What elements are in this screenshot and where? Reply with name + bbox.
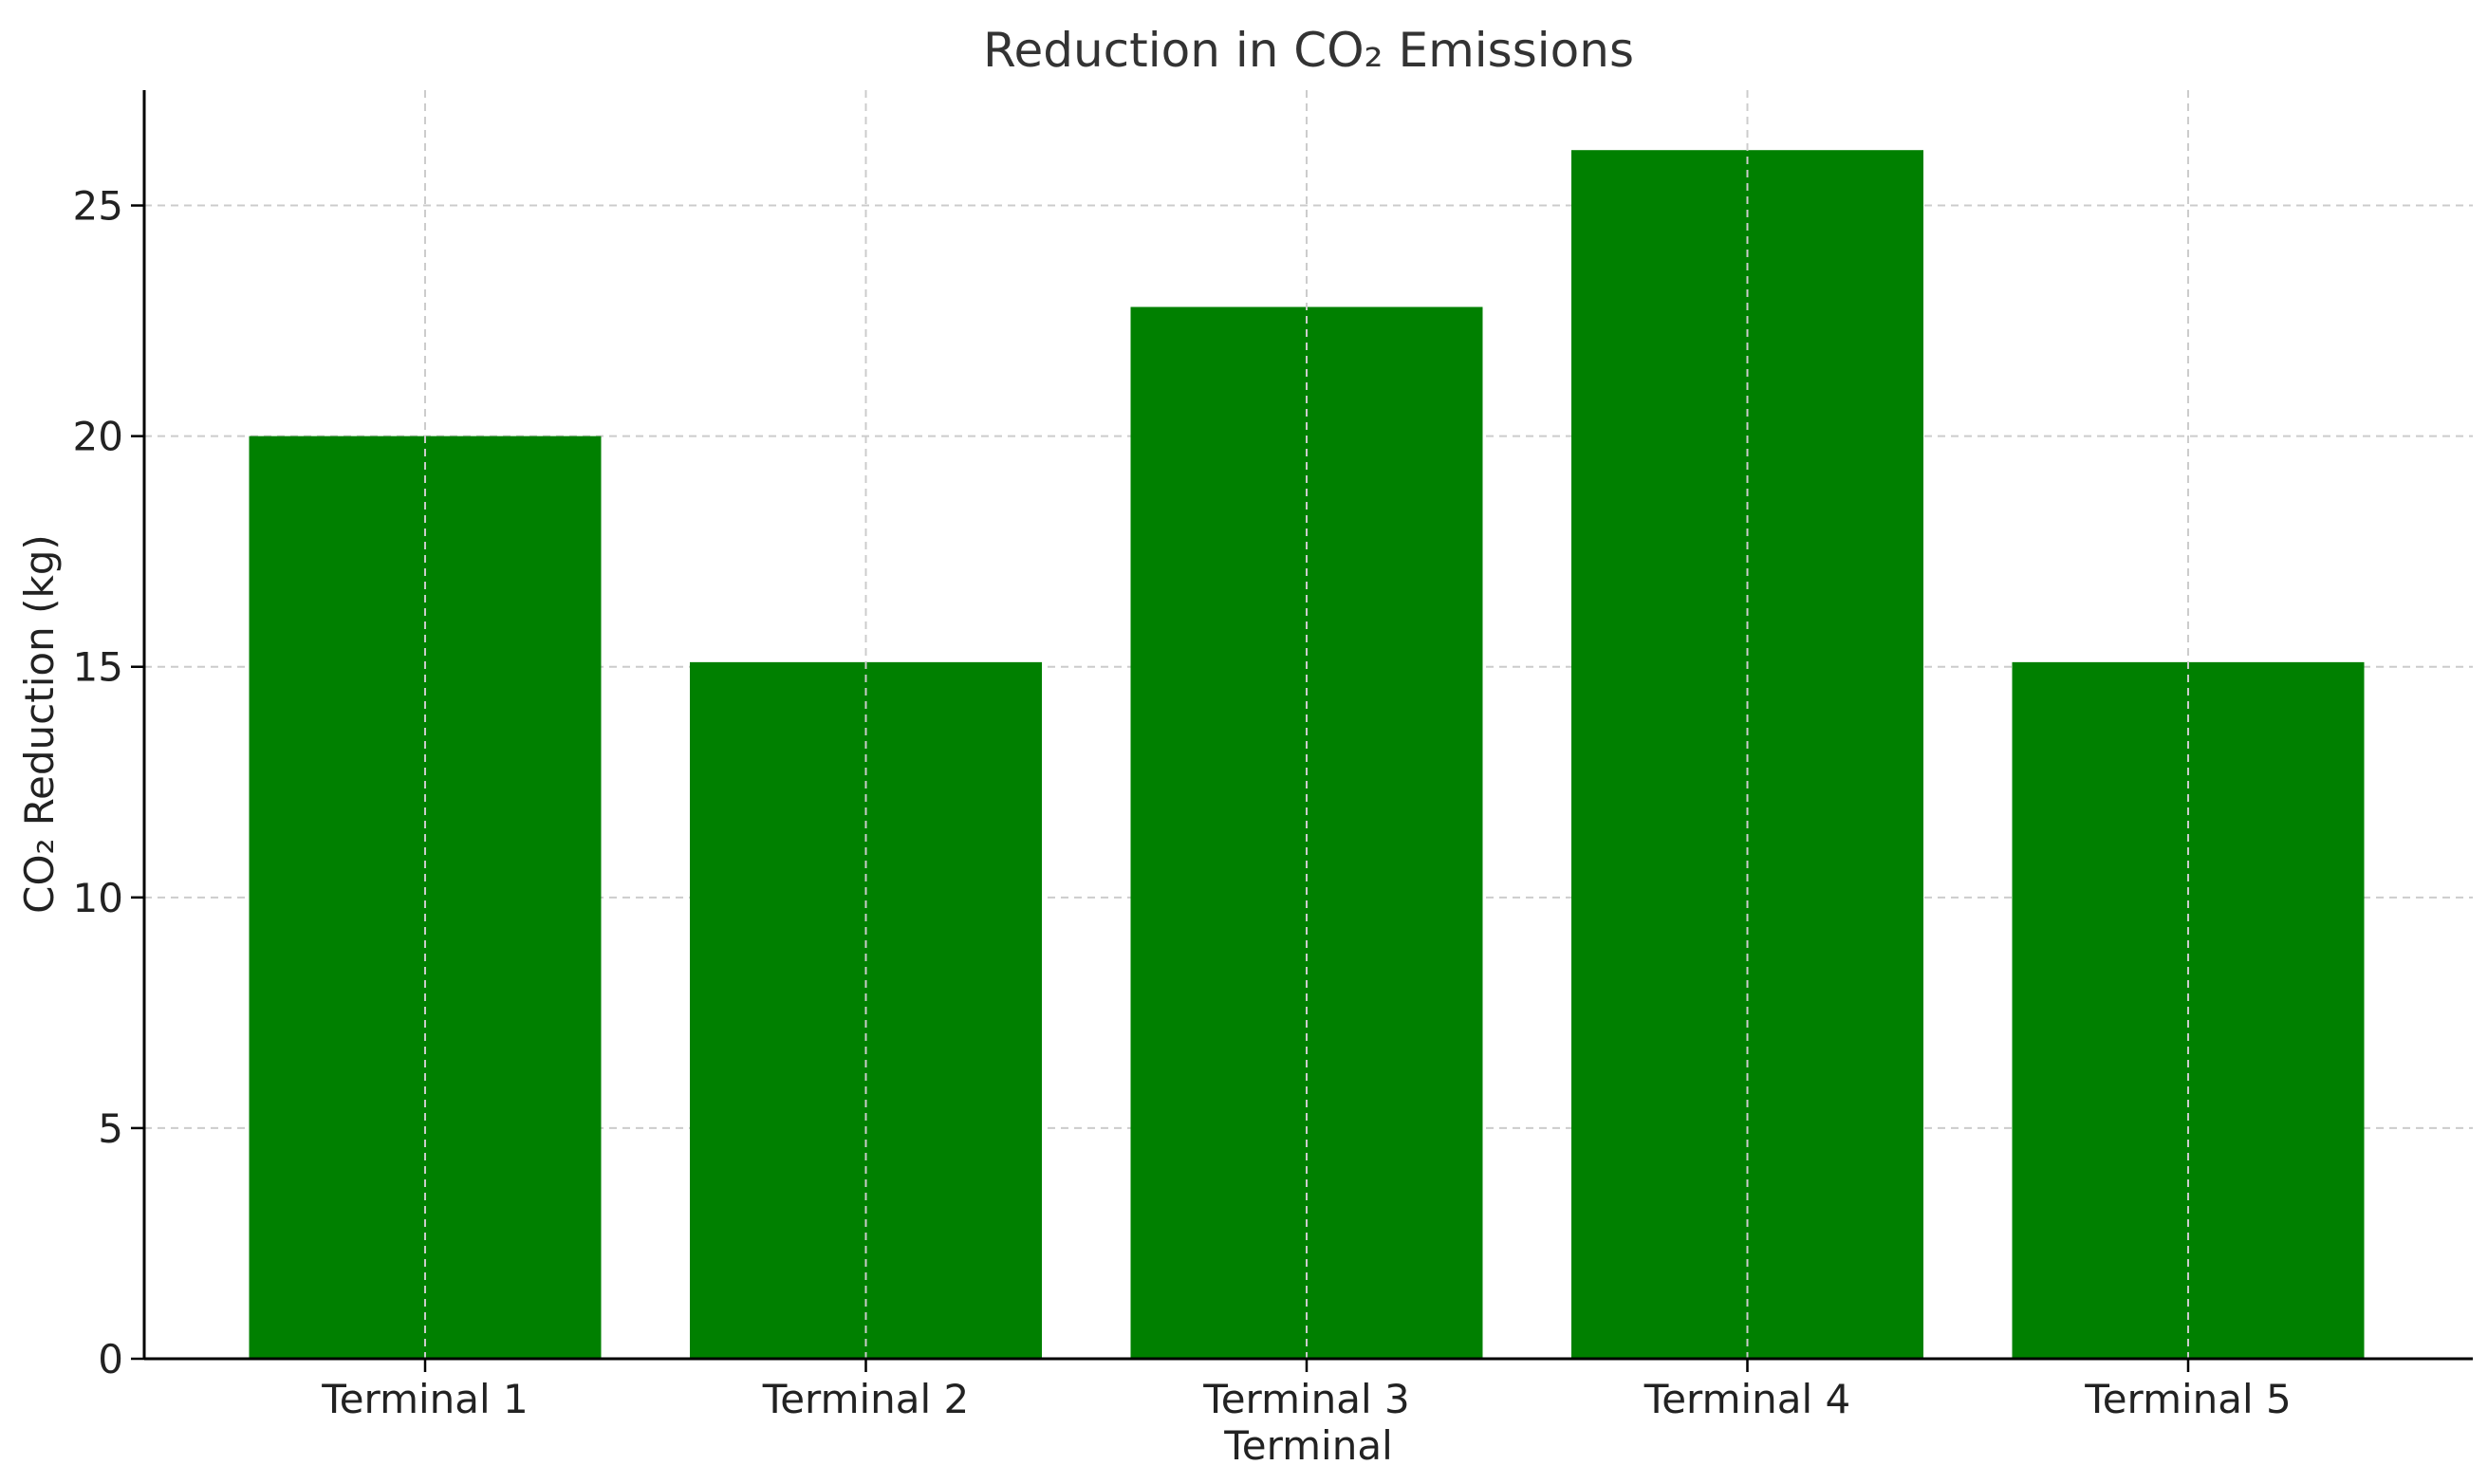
x-tick-label: Terminal 4	[1643, 1376, 1851, 1422]
bar	[249, 436, 602, 1359]
y-tick-label: 20	[73, 414, 123, 460]
x-tick-label: Terminal 1	[321, 1376, 529, 1422]
x-tick-label: Terminal 3	[1202, 1376, 1410, 1422]
y-tick-label: 0	[98, 1336, 123, 1382]
y-ticks-layer: 0 5 10 15 20 25	[73, 183, 144, 1382]
axes-layer	[142, 90, 2473, 1361]
x-tick-label: Terminal 2	[762, 1376, 970, 1422]
y-axis-label: CO₂ Reduction (kg)	[16, 534, 63, 914]
x-tick-label: Terminal 5	[2084, 1376, 2292, 1422]
y-tick-label: 10	[73, 875, 123, 921]
x-ticks-layer: Terminal 1 Terminal 2 Terminal 3 Terminal 4…	[321, 1359, 2292, 1422]
chart-title: Reduction in CO₂ Emissions	[983, 23, 1634, 78]
y-tick-label: 5	[98, 1105, 123, 1152]
y-tick-label: 15	[73, 644, 123, 691]
x-axis-label: Terminal	[1223, 1422, 1393, 1469]
y-tick-label: 25	[73, 183, 123, 230]
